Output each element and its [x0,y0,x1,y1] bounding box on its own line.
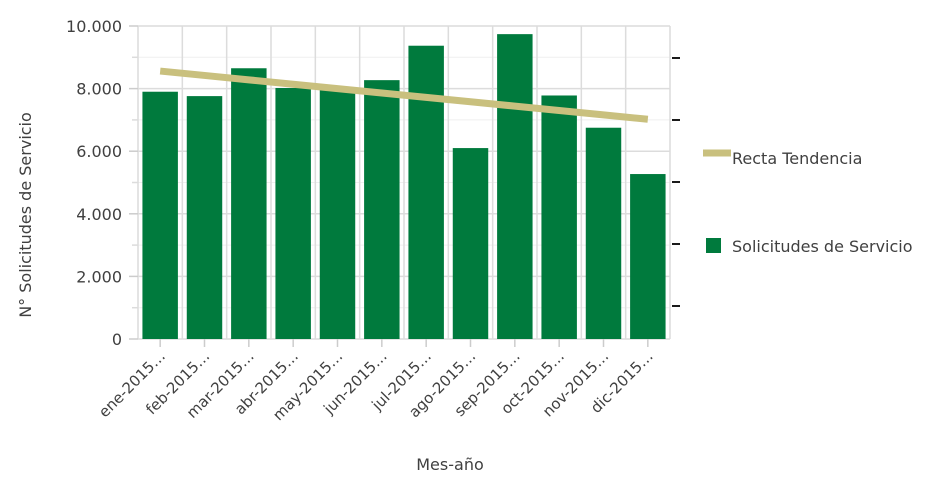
bar[interactable] [452,148,489,339]
bar[interactable] [275,87,311,339]
y-tick-label: 8.000 [76,80,122,99]
legend-bar-swatch [706,238,721,253]
bar[interactable] [585,127,622,339]
bar[interactable] [497,34,533,339]
bar[interactable] [142,91,178,339]
bar[interactable] [408,45,444,340]
legend-bar-label[interactable]: Solicitudes de Servicio [732,237,913,256]
legend: Recta Tendencia Solicitudes de Servicio [703,149,913,256]
y-tick-label: 2.000 [76,267,122,286]
trend-line-layer [159,67,649,123]
y-axis-title: N° Solicitudes de Servicio [16,112,35,318]
bars-layer [142,34,666,340]
grid-layer [137,25,671,340]
y-tick-label: 6.000 [76,142,122,161]
legend-trend-label[interactable]: Recta Tendencia [732,149,862,168]
trend-line[interactable] [159,67,649,123]
bar[interactable] [630,174,666,339]
x-axis-title: Mes-año [416,455,484,474]
bar[interactable] [541,95,577,340]
y-tick-label: 10.000 [66,17,122,36]
bar[interactable] [231,68,267,339]
bar[interactable] [186,96,223,339]
axes-layer [129,25,680,347]
y-tick-label: 0 [112,330,122,349]
bar[interactable] [319,88,356,339]
bar[interactable] [364,80,400,340]
y-tick-label: 4.000 [76,205,122,224]
